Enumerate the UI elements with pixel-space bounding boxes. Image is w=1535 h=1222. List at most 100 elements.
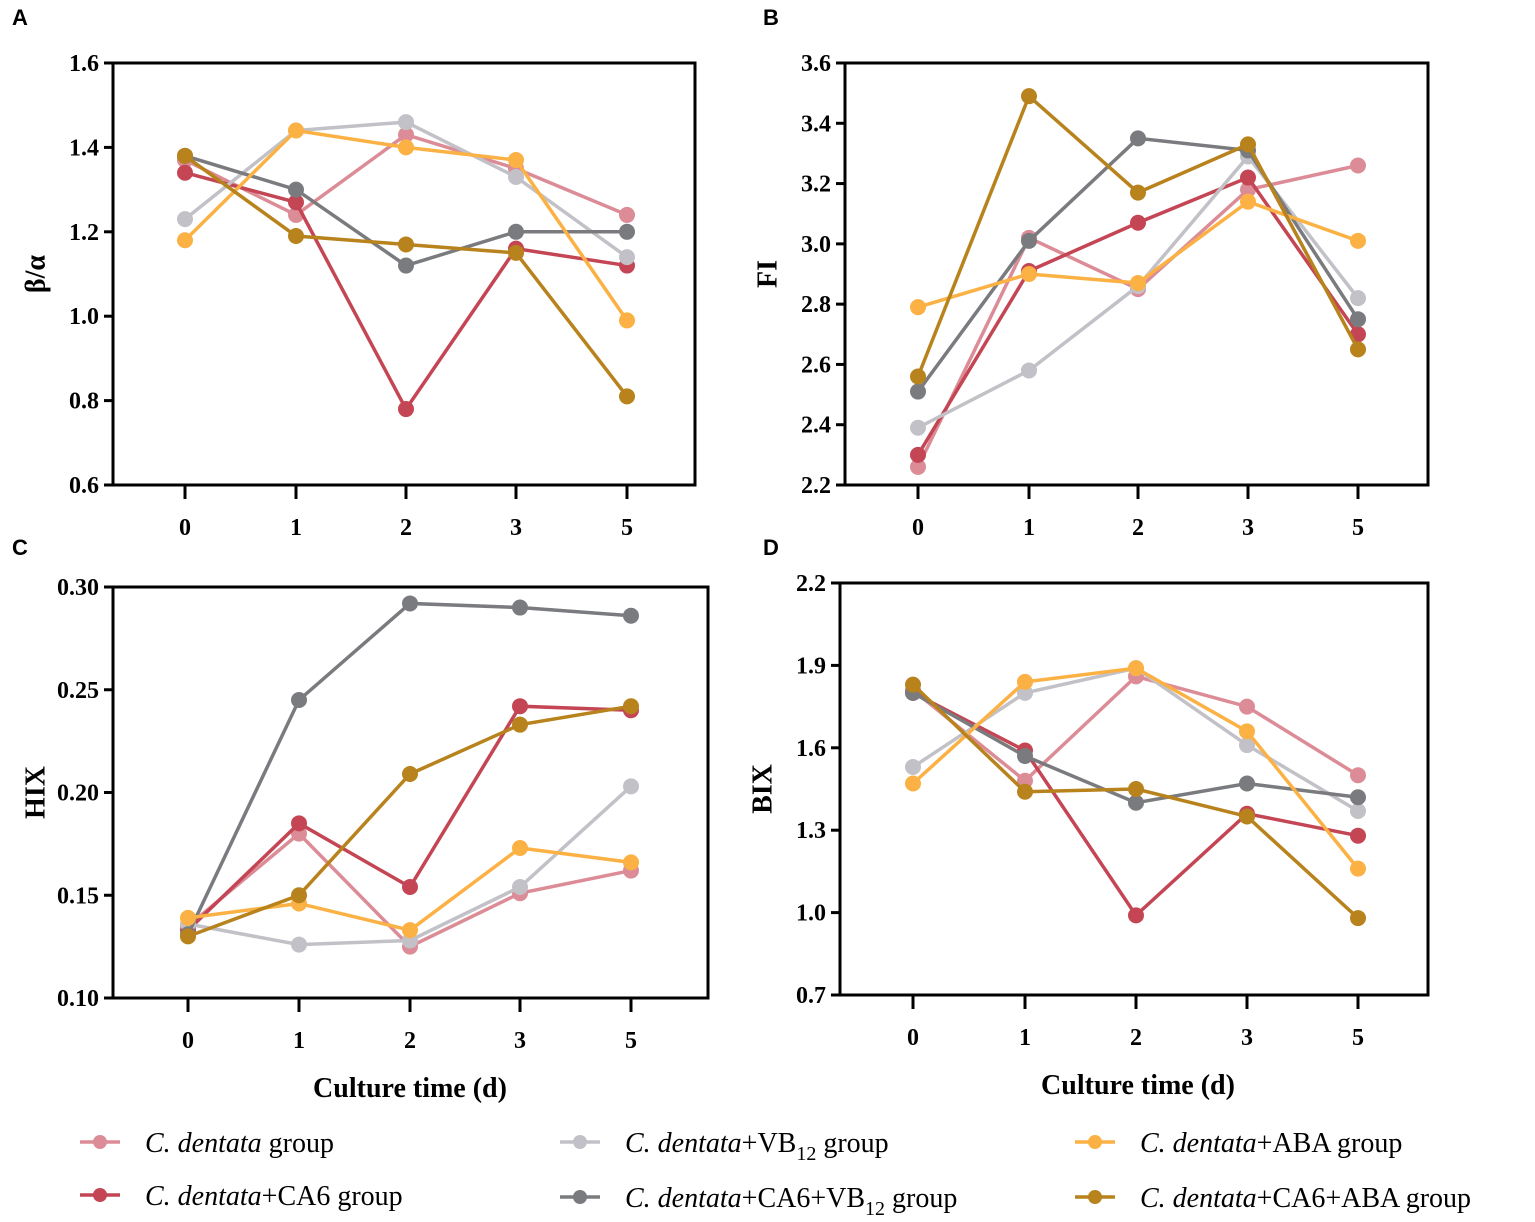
x-tick-label: 5: [1352, 515, 1364, 541]
x-tick-label: 3: [1241, 1025, 1253, 1051]
series-1: [177, 164, 635, 418]
data-point: [1130, 184, 1146, 201]
y-tick-label: 2.4: [801, 413, 831, 439]
data-point: [1350, 341, 1366, 358]
series-1: [180, 698, 639, 939]
legend-subscript: 12: [865, 1198, 885, 1220]
series-line: [911, 666, 1360, 870]
legend-item: C. dentata+ABA group: [1075, 1128, 1402, 1159]
legend-text: +ABA group: [1257, 1128, 1403, 1159]
legend-swatch-marker: [93, 1135, 107, 1149]
x-tick-label: 3: [510, 515, 522, 541]
data-point: [508, 244, 524, 261]
data-point: [910, 458, 926, 475]
x-tick-label: 5: [625, 1028, 637, 1054]
y-tick-label: 2.2: [801, 473, 831, 499]
data-point: [291, 815, 307, 832]
y-tick-label: 1.4: [69, 135, 99, 161]
data-point: [508, 223, 524, 240]
legend-label: C. dentata+CA6+ABA group: [1140, 1183, 1471, 1214]
data-point: [398, 257, 414, 274]
data-point: [1350, 157, 1366, 174]
data-point: [910, 446, 926, 463]
data-point: [1350, 789, 1366, 806]
data-point: [1021, 362, 1037, 379]
legend-tail: group: [816, 1128, 888, 1159]
x-tick-label: 2: [400, 515, 412, 541]
data-point: [1240, 136, 1256, 153]
legend-text: +CA6+ABA group: [1257, 1183, 1471, 1214]
y-axis-label: β/α: [20, 255, 51, 294]
data-point: [291, 692, 307, 709]
y-tick-label: 0.30: [57, 575, 99, 601]
data-point: [1128, 781, 1144, 797]
data-point: [177, 211, 193, 228]
legend-subscript: 12: [796, 1143, 816, 1165]
data-point: [619, 388, 635, 405]
data-point: [398, 114, 414, 131]
series-5: [910, 88, 1366, 385]
data-point: [512, 716, 528, 733]
data-point: [910, 368, 926, 385]
panel-D: D 0.7 1.0 1.3 1.6 1.9 2.2 0 1 2 3 5 BIX Culture time …: [747, 535, 1430, 1101]
data-point: [623, 607, 639, 624]
data-point: [1350, 860, 1366, 877]
legend-italic: C. dentata: [1140, 1183, 1257, 1214]
legend-label: C. dentata+ABA group: [1140, 1128, 1402, 1159]
data-point: [619, 223, 635, 240]
y-tick-label: 1.0: [796, 901, 826, 927]
data-point: [1130, 275, 1146, 292]
x-tick-label: 1: [293, 1028, 305, 1054]
data-point: [288, 181, 304, 198]
legend-item: C. dentata+CA6 group: [80, 1181, 403, 1212]
data-point: [910, 419, 926, 436]
y-tick-label: 3.6: [801, 51, 831, 77]
series-line: [183, 128, 629, 322]
y-tick-label: 1.6: [69, 51, 99, 77]
data-point: [512, 879, 528, 896]
x-tick-label: 1: [1023, 515, 1035, 541]
data-point: [402, 595, 418, 612]
series-line: [187, 704, 632, 938]
data-point: [402, 766, 418, 783]
data-point: [288, 122, 304, 139]
data-point: [177, 232, 193, 249]
panel-label: B: [763, 5, 779, 30]
y-tick-label: 3.4: [801, 111, 831, 137]
y-tick-label: 0.7: [796, 983, 826, 1009]
legend-swatch-marker: [573, 1135, 587, 1149]
data-point: [180, 928, 196, 945]
x-tick-label: 0: [907, 1025, 919, 1051]
data-point: [905, 676, 921, 693]
legend-swatch-marker: [573, 1190, 587, 1204]
legend: C. dentata group C. dentata+CA6 group C. d…: [80, 1128, 1471, 1220]
data-point: [177, 164, 193, 181]
data-point: [180, 909, 196, 926]
legend-italic: C. dentata: [625, 1183, 742, 1214]
legend-text: +CA6+VB: [742, 1183, 865, 1214]
data-point: [1350, 290, 1366, 307]
x-tick-label: 2: [1132, 515, 1144, 541]
x-tick-label: 1: [290, 515, 302, 541]
legend-label: C. dentata+VB12 group: [625, 1128, 889, 1165]
y-tick-label: 2.8: [801, 292, 831, 318]
legend-tail: group: [885, 1183, 957, 1214]
legend-item: C. dentata group: [80, 1128, 334, 1159]
data-point: [619, 249, 635, 266]
y-tick-label: 0.10: [57, 986, 99, 1012]
series-5: [905, 676, 1366, 927]
series-5: [177, 147, 635, 405]
data-point: [623, 698, 639, 715]
data-point: [1017, 673, 1033, 690]
data-point: [1130, 130, 1146, 147]
data-point: [512, 839, 528, 856]
y-tick-label: 1.9: [796, 653, 826, 679]
data-point: [508, 168, 524, 185]
x-tick-label: 5: [621, 515, 633, 541]
y-tick-label: 1.0: [69, 304, 99, 330]
data-point: [398, 126, 414, 143]
panel-A: A 0.6 0.8 1.0 1.2 1.4 1.6 0 1 2 3 5 β/α: [12, 5, 697, 541]
y-tick-label: 0.20: [57, 781, 99, 807]
series-5: [180, 698, 639, 945]
